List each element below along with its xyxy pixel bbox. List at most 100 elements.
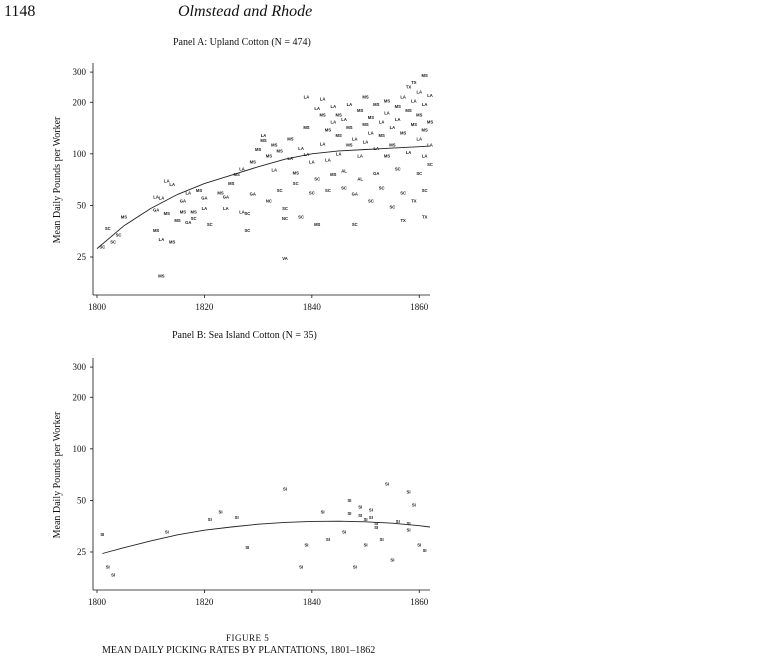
- running-head: Olmstead and Rhode: [178, 3, 313, 20]
- data-point: LA: [164, 179, 170, 184]
- data-point: LA: [186, 190, 192, 195]
- y-tick-label: 200: [73, 392, 87, 402]
- data-point: MS: [260, 138, 266, 143]
- data-point: LA: [325, 158, 331, 163]
- data-point: LA: [422, 154, 428, 159]
- data-point: LA: [341, 117, 347, 122]
- y-tick-label: 25: [77, 547, 87, 557]
- data-point: MS: [330, 172, 336, 177]
- data-point: LA: [320, 96, 326, 101]
- panel-b-chart: 25 50 100 200 300 1800 1820 1840 1860 Mean Daily …: [52, 358, 431, 607]
- data-point: GA: [201, 196, 207, 201]
- data-point: SI: [358, 504, 362, 509]
- y-tick-label: 200: [73, 97, 87, 107]
- data-point: NC: [282, 216, 288, 221]
- data-point: LA: [202, 206, 208, 211]
- data-point: SI: [165, 530, 169, 535]
- data-point: LA: [422, 102, 428, 107]
- data-point: SC: [422, 188, 428, 193]
- data-point: LA: [298, 146, 304, 151]
- data-point: SI: [407, 527, 411, 532]
- data-point: MS: [180, 209, 186, 214]
- data-point: SC: [341, 185, 347, 190]
- data-point: TX: [400, 218, 406, 223]
- data-point: LA: [411, 98, 417, 103]
- data-point: SC: [207, 222, 213, 227]
- data-point: SI: [417, 542, 421, 547]
- data-point: SI: [100, 532, 104, 537]
- data-point: TX: [411, 80, 417, 85]
- data-point: LA: [239, 209, 245, 214]
- data-point: SC: [325, 188, 331, 193]
- data-point: LA: [400, 95, 406, 100]
- data-point: MS: [411, 122, 417, 127]
- data-point: MS: [271, 143, 277, 148]
- data-point: TX: [422, 214, 428, 219]
- data-point: MS: [255, 147, 261, 152]
- data-point: SI: [390, 558, 394, 563]
- data-point: TX: [406, 85, 412, 90]
- data-point: SI: [374, 525, 378, 530]
- data-point: LA: [427, 93, 433, 98]
- data-point: LA: [336, 151, 342, 156]
- data-point: MS: [362, 122, 368, 127]
- data-point: AL: [357, 176, 363, 181]
- data-point: SI: [407, 489, 411, 494]
- data-point: SC: [99, 245, 105, 250]
- y-tick-label: 300: [73, 67, 87, 77]
- data-point: LA: [159, 196, 165, 201]
- data-point: SI: [347, 511, 351, 516]
- data-point: SC: [395, 166, 401, 171]
- data-point: MS: [362, 95, 368, 100]
- data-point: GA: [352, 192, 358, 197]
- data-point: MS: [336, 133, 342, 138]
- data-point: MS: [421, 73, 427, 78]
- x-tick-label: 1840: [303, 597, 322, 607]
- data-point: SI: [353, 565, 357, 570]
- data-point: MS: [174, 218, 180, 223]
- data-point: MS: [196, 188, 202, 193]
- data-point: MS: [373, 102, 379, 107]
- data-point: LA: [357, 154, 363, 159]
- data-point: SI: [326, 537, 330, 542]
- data-point: MS: [303, 125, 309, 130]
- data-point: GA: [185, 220, 191, 225]
- data-point: LA: [390, 125, 396, 130]
- trend-line: [102, 520, 431, 554]
- data-point: MS: [158, 273, 164, 278]
- data-point: NC: [266, 198, 272, 203]
- data-point: MS: [405, 108, 411, 113]
- data-point: MS: [276, 148, 282, 153]
- y-axis-label: Mean Daily Pounds per Worker: [52, 411, 63, 538]
- data-point: LA: [223, 206, 229, 211]
- data-point: LA: [271, 167, 277, 172]
- data-point: MS: [336, 113, 342, 118]
- y-tick-label: 50: [77, 200, 87, 210]
- data-point: SC: [277, 188, 283, 193]
- data-point: SI: [347, 498, 351, 503]
- data-point: LA: [352, 136, 358, 141]
- data-point: SI: [364, 542, 368, 547]
- data-point: LA: [384, 110, 390, 115]
- data-point: LA: [363, 139, 369, 144]
- data-point: SC: [352, 222, 358, 227]
- data-point: SC: [298, 214, 304, 219]
- figure-label: FIGURE 5: [226, 633, 270, 643]
- data-point: SC: [309, 190, 315, 195]
- data-point: LA: [347, 102, 353, 107]
- data-point: MS: [314, 222, 320, 227]
- data-point: GA: [153, 208, 159, 213]
- data-point: LA: [331, 104, 337, 109]
- data-point: SI: [396, 519, 400, 524]
- data-point: MS: [384, 154, 390, 159]
- y-tick-label: 25: [77, 252, 87, 262]
- data-point: MS: [395, 104, 401, 109]
- data-point: SI: [106, 565, 110, 570]
- data-point: MS: [164, 211, 170, 216]
- data-point: GA: [180, 198, 186, 203]
- data-point: SC: [368, 198, 374, 203]
- data-point: GA: [373, 171, 379, 176]
- trend-line: [96, 145, 431, 249]
- data-point: MS: [319, 113, 325, 118]
- data-point: SI: [321, 509, 325, 514]
